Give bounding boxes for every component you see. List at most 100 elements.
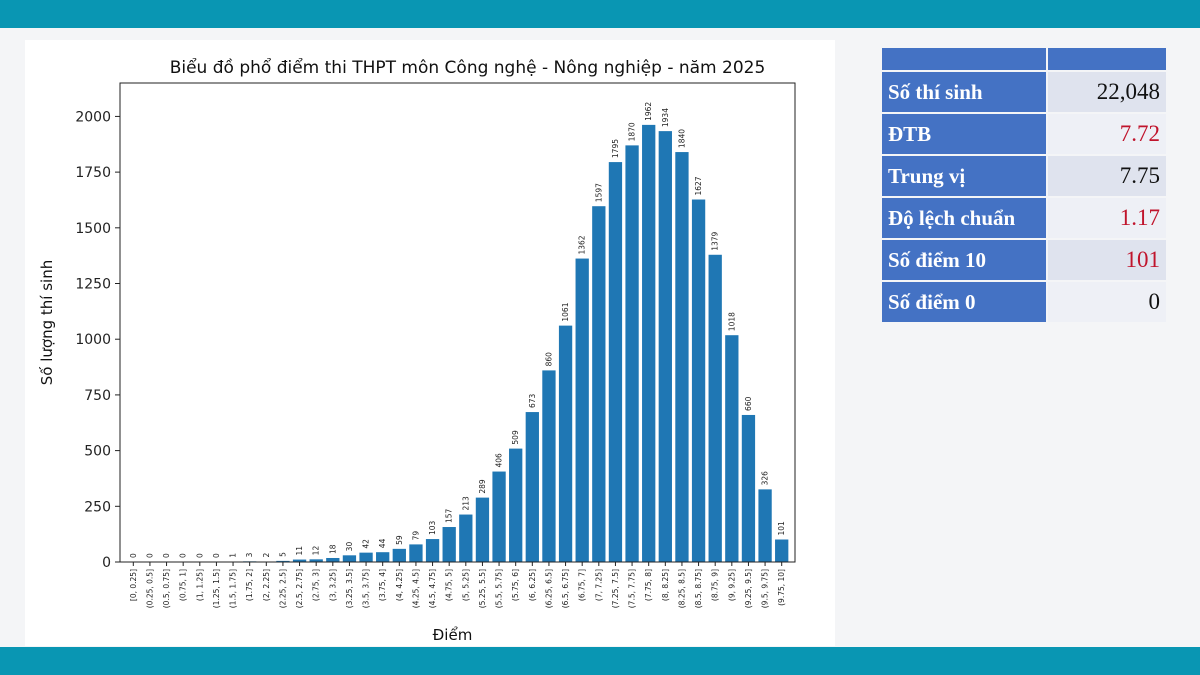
y-tick-label: 500: [84, 444, 111, 460]
bottom-banner: [0, 647, 1200, 675]
bar-value-label: 12: [312, 546, 321, 556]
y-tick-label: 750: [84, 388, 111, 404]
bar-value-label: 18: [328, 544, 337, 554]
stats-header-row: [882, 48, 1166, 70]
x-tick-label: (5.75, 6]: [511, 569, 520, 601]
bar-value-label: 2: [262, 553, 271, 558]
bar-value-label: 289: [478, 479, 487, 494]
bar-value-label: 1934: [661, 108, 670, 127]
bar-value-label: 1627: [694, 176, 703, 195]
x-tick-label: (7.75, 8]: [644, 569, 653, 601]
x-tick-label: (8.75, 9]: [711, 569, 720, 601]
bar-value-label: 157: [445, 508, 454, 523]
x-tick-label: (2.75, 3]: [312, 569, 321, 601]
x-tick-label: (2.5, 2.75]: [295, 569, 304, 608]
bar: [492, 471, 506, 562]
bar-value-label: 860: [544, 352, 553, 367]
x-tick-label: (1.75, 2]: [245, 569, 254, 601]
x-axis-label: Điểm: [433, 626, 473, 644]
stats-label: Số điểm 0: [882, 282, 1046, 322]
x-tick-label: (1, 1.25]: [195, 569, 204, 601]
x-tick-label: (9.25, 9.5]: [744, 569, 753, 608]
y-tick-label: 1250: [75, 277, 111, 293]
stats-label: ĐTB: [882, 114, 1046, 154]
x-tick-label: (7, 7.25]: [594, 569, 603, 601]
bar-value-label: 30: [345, 542, 354, 552]
stats-value: 0: [1048, 282, 1166, 322]
bar: [725, 335, 739, 562]
x-tick-label: (8.5, 8.75]: [694, 569, 703, 608]
bar-value-label: 1840: [677, 129, 686, 148]
stats-label: Số điểm 10: [882, 240, 1046, 280]
x-tick-label: (2.25, 2.5]: [278, 569, 287, 608]
bar-value-label: 11: [295, 546, 304, 556]
bar: [309, 559, 323, 562]
chart-panel: Biểu đồ phổ điểm thi THPT môn Công nghệ …: [25, 40, 835, 646]
bar: [691, 199, 706, 562]
bar: [392, 548, 406, 562]
x-tick-label: (3.25, 3.5]: [345, 569, 354, 608]
x-tick-label: [0, 0.25]: [129, 569, 138, 601]
plot-frame: [119, 82, 796, 563]
x-tick-label: (3.5, 3.75]: [362, 569, 371, 608]
bar-value-label: 0: [145, 553, 154, 558]
bar-value-label: 1: [229, 553, 238, 558]
bar: [292, 559, 307, 562]
x-tick-label: (1.25, 1.5]: [212, 569, 221, 608]
x-tick-label: (8.25, 8.5]: [677, 569, 686, 608]
bar: [442, 527, 456, 562]
bar: [741, 414, 756, 562]
y-tick-label: 250: [84, 499, 111, 515]
x-tick-label: (2, 2.25]: [262, 569, 271, 601]
bar: [758, 489, 772, 562]
bar-value-label: 1962: [644, 102, 653, 121]
bar: [425, 539, 440, 562]
x-tick-label: (7.25, 7.5]: [611, 569, 620, 608]
stats-table: Số thí sinh 22,048 ĐTB 7.72 Trung vị 7.75 Độ l…: [880, 46, 1168, 324]
x-tick-label: (6, 6.25]: [528, 569, 537, 601]
bar: [376, 552, 390, 562]
bar-value-label: 3: [245, 552, 254, 557]
x-tick-label: (4, 4.25]: [395, 569, 404, 601]
bar-value-label: 1597: [594, 183, 603, 202]
y-tick-label: 1500: [75, 221, 111, 237]
bar: [276, 560, 290, 562]
bar-value-label: 79: [411, 531, 420, 541]
bar: [509, 448, 523, 562]
stats-row: ĐTB 7.72: [882, 114, 1166, 154]
score-distribution-chart: Biểu đồ phổ điểm thi THPT môn Công nghệ …: [38, 57, 796, 644]
bar-value-label: 1795: [611, 139, 620, 158]
bar: [342, 555, 357, 562]
bar-value-label: 101: [777, 521, 786, 536]
x-tick-label: (0.25, 0.5]: [145, 569, 154, 608]
bar-value-label: 1870: [628, 122, 637, 141]
stats-value: 101: [1048, 240, 1166, 280]
bar: [558, 325, 573, 562]
stats-row: Số thí sinh 22,048: [882, 72, 1166, 112]
stats-label: Độ lệch chuẩn: [882, 198, 1046, 238]
bar-value-label: 213: [461, 496, 470, 511]
x-tick-label: (6.5, 6.75]: [561, 569, 570, 608]
bar: [608, 162, 623, 562]
bar-value-label: 0: [179, 553, 188, 558]
bar: [675, 152, 689, 562]
x-tick-label: (9.75, 10]: [777, 569, 786, 606]
x-tick-label: (6.25, 6.5]: [544, 569, 553, 608]
x-tick-label: (4.5, 4.75]: [428, 569, 437, 608]
x-tick-label: (0.75, 1]: [179, 569, 188, 601]
x-tick-label: (4.75, 5]: [445, 569, 454, 601]
bar-value-label: 0: [162, 553, 171, 558]
bar: [592, 206, 606, 563]
bar: [642, 124, 656, 563]
x-tick-label: (3, 3.25]: [328, 569, 337, 601]
bar-value-label: 0: [212, 553, 221, 558]
x-tick-label: (1.5, 1.75]: [229, 569, 238, 608]
bar-value-label: 673: [528, 394, 537, 409]
bar: [475, 497, 490, 562]
bar: [625, 145, 639, 562]
bar-value-label: 1362: [578, 235, 587, 254]
bar-value-label: 0: [195, 553, 204, 558]
bar: [359, 552, 373, 562]
y-tick-label: 1000: [75, 332, 111, 348]
